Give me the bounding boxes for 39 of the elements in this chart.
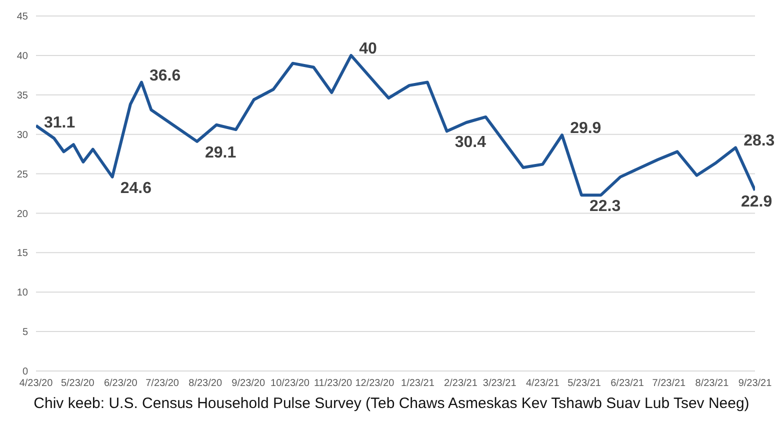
x-tick-label: 4/23/20 [19, 378, 54, 390]
x-tick-label: 9/23/21 [738, 378, 772, 390]
y-tick-label: 5 [22, 327, 28, 338]
data-label: 30.4 [454, 134, 486, 152]
x-tick-label: 3/23/21 [482, 378, 517, 390]
x-tick-label: 8/23/21 [695, 378, 730, 390]
x-tick-label: 6/23/21 [610, 378, 644, 390]
x-tick-label: 5/23/21 [568, 378, 602, 390]
text: Chiv keeb: U.S. Census Household Pulse Survey (Teb Chaws Asmeskas Kev Tshawb Suav Lub Tsev Neeg) [32, 395, 750, 412]
x-tick-label: 6/23/20 [104, 378, 138, 390]
y-tick-label: 15 [16, 248, 28, 260]
data-label: 22.9 [741, 193, 772, 210]
y-tick-label: 35 [16, 90, 28, 102]
x-tick-label: 7/23/20 [146, 378, 180, 390]
y-tick-label: 20 [16, 208, 28, 220]
x-tick-label: 9/23/20 [232, 378, 266, 390]
y-tick-label: 10 [16, 288, 28, 299]
y-tick-label: 0 [22, 366, 28, 378]
y-tick-label: 25 [16, 169, 28, 180]
x-tick-label: 4/23/21 [526, 378, 560, 390]
data-label: 36.6 [149, 67, 181, 84]
x-tick-label: 1/23/21 [401, 378, 435, 390]
data-label: 24.6 [120, 180, 152, 197]
x-tick-label: 10/23/20 [270, 378, 310, 390]
data-label: 22.3 [589, 198, 621, 216]
x-tick-label: 7/23/21 [652, 378, 686, 390]
data-label: 28.3 [744, 132, 775, 150]
x-tick-label: 8/23/20 [188, 378, 222, 390]
x-tick-label: 2/23/21 [444, 378, 478, 390]
y-tick-label: 45 [16, 12, 28, 23]
data-label: 31.1 [44, 114, 76, 132]
y-tick-label: 30 [16, 130, 28, 141]
data-label: 40 [359, 40, 377, 58]
x-tick-label: 12/23/20 [355, 378, 395, 390]
x-tick-label: 11/23/20 [314, 378, 353, 390]
data-label: 29.9 [570, 120, 602, 138]
y-tick-label: 40 [16, 50, 28, 62]
x-tick-label: 5/23/20 [60, 378, 95, 390]
data-label: 29.1 [205, 144, 236, 162]
